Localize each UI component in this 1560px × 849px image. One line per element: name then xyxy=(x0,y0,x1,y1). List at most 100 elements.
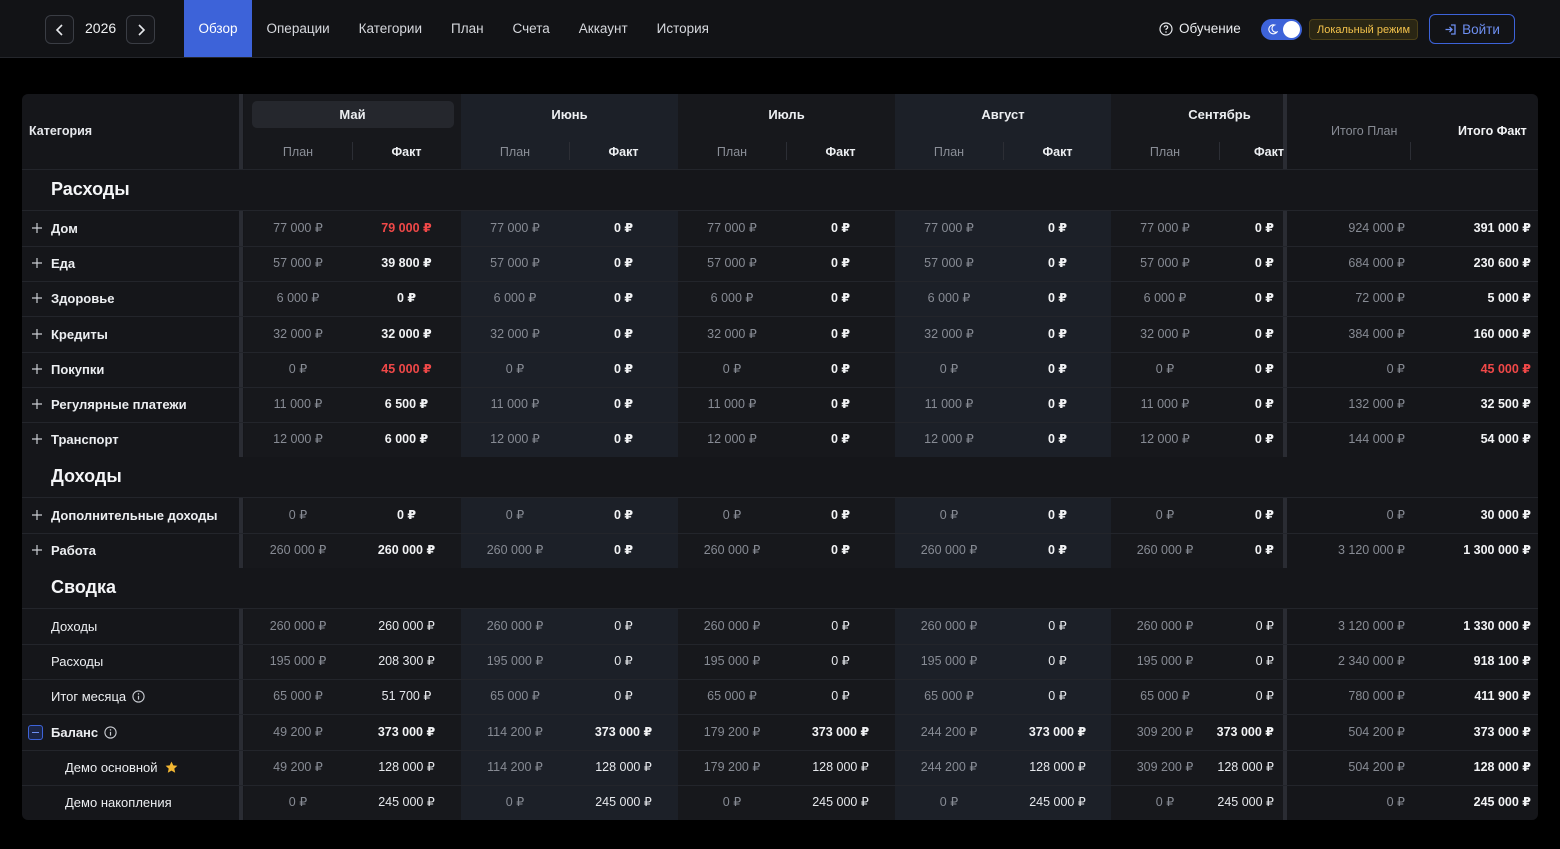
category-name: Работа xyxy=(51,543,96,559)
fact-cell: 0 ₽ xyxy=(830,432,851,447)
expand-plus-icon[interactable] xyxy=(31,222,43,234)
table-row[interactable]: Баланс 49 200 ₽ 373 000 ₽ 114 200 ₽ 373 000 … xyxy=(22,715,1538,750)
plan-cell: 12 000 ₽ xyxy=(924,432,974,447)
month-header-september: Сентябрь xyxy=(1188,107,1251,122)
budget-table: Категория Май Июнь Июль Август Сентябрь … xyxy=(22,94,1538,820)
plan-cell: 260 000 ₽ xyxy=(920,619,978,633)
login-button[interactable]: Войти xyxy=(1429,14,1515,44)
login-label: Войти xyxy=(1462,21,1500,37)
table-row[interactable]: Расходы 195 000 ₽ 208 300 ₽ 195 000 ₽ 0 ₽ 195… xyxy=(22,644,1538,679)
month-header-july: Июль xyxy=(768,107,805,122)
category-name-cell: Работа xyxy=(51,533,96,568)
plan-cell: 0 ₽ xyxy=(939,795,959,809)
fact-cell: 0 ₽ xyxy=(1047,326,1068,341)
fact-cell: 128 000 ₽ xyxy=(1217,759,1274,774)
plan-cell: 0 ₽ xyxy=(722,361,742,376)
fact-cell: 128 000 ₽ xyxy=(378,759,435,774)
fact-cell: 0 ₽ xyxy=(613,291,634,306)
row-divider xyxy=(22,608,1538,609)
table-row[interactable]: Итог месяца 65 000 ₽ 51 700 ₽ 65 000 ₽ 0 ₽ 65… xyxy=(22,679,1538,714)
fact-cell: 0 ₽ xyxy=(1254,326,1274,341)
subheader-separator xyxy=(352,142,353,160)
table-row[interactable]: Дополнительные доходы 0 ₽ 0 ₽ 0 ₽ 0 ₽ 0 ₽ 0 ₽ 0… xyxy=(22,498,1538,533)
expand-plus-icon[interactable] xyxy=(31,509,43,521)
fact-cell: 0 ₽ xyxy=(613,326,634,341)
plan-cell: 57 000 ₽ xyxy=(924,256,974,271)
plan-cell: 77 000 ₽ xyxy=(490,221,540,235)
category-name: Итог месяца xyxy=(51,689,127,705)
expand-plus-icon[interactable] xyxy=(31,363,43,375)
prev-year-button[interactable] xyxy=(45,15,74,44)
expand-plus-icon[interactable] xyxy=(31,292,43,304)
row-divider xyxy=(22,169,1538,170)
table-row[interactable]: Регулярные платежи 11 000 ₽ 6 500 ₽ 11 000 … xyxy=(22,387,1538,422)
fact-cell: 0 ₽ xyxy=(1254,256,1274,271)
plan-cell: 195 000 ₽ xyxy=(486,654,544,669)
plan-cell: 260 000 ₽ xyxy=(703,619,761,633)
fact-cell: 245 000 ₽ xyxy=(1217,795,1274,809)
tab-history[interactable]: История xyxy=(656,21,709,36)
info-icon[interactable] xyxy=(104,725,117,739)
row-divider xyxy=(22,749,1538,751)
expand-plus-icon[interactable] xyxy=(31,433,43,445)
tab-plan[interactable]: План xyxy=(451,21,484,36)
fact-cell: 0 ₽ xyxy=(1254,221,1274,235)
plan-subheader: План xyxy=(1149,145,1181,159)
fact-cell: 918 100 ₽ xyxy=(1473,654,1531,669)
help-tutorial-link[interactable]: Обучение xyxy=(1159,21,1241,36)
tab-accounts[interactable]: Счета xyxy=(512,21,550,36)
plan-cell: 65 000 ₽ xyxy=(924,689,974,704)
plan-cell: 6 000 ₽ xyxy=(276,291,320,306)
table-row[interactable]: Демо основной 49 200 ₽ 128 000 ₽ 114 200 ₽ 1… xyxy=(22,750,1538,785)
month-header-may: Май xyxy=(339,107,366,122)
info-icon[interactable] xyxy=(132,690,145,704)
table-row[interactable]: Дом 77 000 ₽ 79 000 ₽ 77 000 ₽ 0 ₽ 77 000 ₽ 0 … xyxy=(22,211,1538,246)
chevron-left-icon xyxy=(55,23,63,36)
plan-cell: 77 000 ₽ xyxy=(1140,221,1190,235)
fact-cell: 0 ₽ xyxy=(830,508,851,522)
fact-cell: 245 000 ₽ xyxy=(595,795,652,809)
fact-cell: 0 ₽ xyxy=(831,654,850,669)
table-row[interactable]: Демо накопления 0 ₽ 245 000 ₽ 0 ₽ 245 000 ₽ 0… xyxy=(22,785,1538,820)
fact-cell: 411 900 ₽ xyxy=(1474,689,1531,704)
table-row[interactable]: Здоровье 6 000 ₽ 0 ₽ 6 000 ₽ 0 ₽ 6 000 ₽ 0 ₽ 6 … xyxy=(22,281,1538,316)
toggle-knob xyxy=(1283,21,1300,38)
fact-cell: 245 000 ₽ xyxy=(812,795,869,809)
plan-cell: 11 000 ₽ xyxy=(707,397,757,411)
row-divider xyxy=(22,533,1538,534)
table-row[interactable]: Еда 57 000 ₽ 39 800 ₽ 57 000 ₽ 0 ₽ 57 000 ₽ 0 … xyxy=(22,246,1538,281)
plan-subheader: План xyxy=(282,145,314,159)
plan-cell: 6 000 ₽ xyxy=(710,291,754,306)
category-name-cell: Кредиты xyxy=(51,317,108,352)
tab-categories[interactable]: Категории xyxy=(358,21,422,36)
expand-plus-icon[interactable] xyxy=(31,398,43,410)
plan-cell: 0 ₽ xyxy=(1386,508,1405,522)
tab-account[interactable]: Аккаунт xyxy=(578,21,628,36)
plan-cell: 6 000 ₽ xyxy=(927,291,971,306)
plan-cell: 57 000 ₽ xyxy=(707,256,757,271)
category-name: Здоровье xyxy=(51,291,115,307)
expand-plus-icon[interactable] xyxy=(31,328,43,340)
table-row[interactable]: Работа 260 000 ₽ 260 000 ₽ 260 000 ₽ 0 ₽ 260 … xyxy=(22,533,1538,568)
tab-operations[interactable]: Операции xyxy=(266,21,330,36)
table-row[interactable]: Покупки 0 ₽ 45 000 ₽ 0 ₽ 0 ₽ 0 ₽ 0 ₽ 0 ₽ 0 ₽ 0 ₽ 0… xyxy=(22,352,1538,387)
theme-toggle[interactable] xyxy=(1261,19,1302,40)
expand-plus-icon[interactable] xyxy=(31,544,43,556)
plan-cell: 260 000 ₽ xyxy=(1136,619,1194,633)
table-row[interactable]: Кредиты 32 000 ₽ 32 000 ₽ 32 000 ₽ 0 ₽ 32 000… xyxy=(22,317,1538,352)
plan-cell: 77 000 ₽ xyxy=(273,221,323,235)
plan-cell: 0 ₽ xyxy=(288,795,308,809)
tab-overview[interactable]: Обзор xyxy=(184,0,252,57)
plan-cell: 57 000 ₽ xyxy=(273,256,323,271)
fact-cell: 45 000 ₽ xyxy=(381,361,432,376)
table-row[interactable]: Транспорт 12 000 ₽ 6 000 ₽ 12 000 ₽ 0 ₽ 12 00… xyxy=(22,422,1538,457)
table-row[interactable]: Доходы 260 000 ₽ 260 000 ₽ 260 000 ₽ 0 ₽ 260 … xyxy=(22,609,1538,644)
row-divider xyxy=(22,422,1538,423)
fact-cell: 0 ₽ xyxy=(1255,689,1274,704)
expand-plus-icon[interactable] xyxy=(31,257,43,269)
next-year-button[interactable] xyxy=(126,15,155,44)
plan-cell: 780 000 ₽ xyxy=(1348,689,1405,704)
fact-cell: 373 000 ₽ xyxy=(811,724,870,739)
collapse-minus-icon[interactable] xyxy=(28,724,43,740)
plan-cell: 924 000 ₽ xyxy=(1348,221,1405,235)
